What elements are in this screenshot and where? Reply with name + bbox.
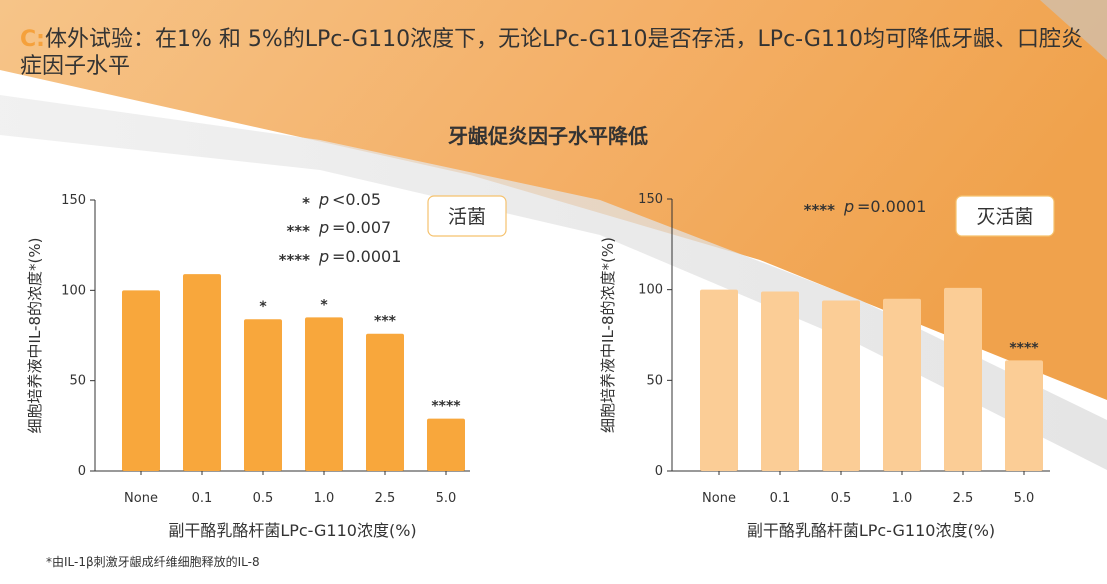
significance-label: **** [431,399,461,415]
x-tick-label: None [702,491,736,506]
y-tick-label: 100 [61,283,86,298]
chart-title: 牙龈促炎因子水平降低 [448,124,648,148]
significance-label: **** [1009,340,1039,356]
legend-value: =0.0001 [332,247,401,266]
y-axis-label: 细胞培养液中IL-8的浓度*(%) [26,238,44,434]
badge-label: 活菌 [448,206,486,228]
legend-value: <0.05 [332,190,381,209]
bar [122,290,160,471]
x-tick-label: 2.5 [375,491,396,506]
legend-value: =0.007 [332,218,391,237]
x-axis-label: 副干酪乳酪杆菌LPc-G110浓度(%) [747,521,995,540]
badge-box [427,195,507,237]
bar [244,319,282,471]
bar [183,274,221,471]
legend-stars: **** [804,201,836,219]
bar [822,300,860,471]
legend-stars: *** [286,222,310,240]
legend-p-symbol: p [318,190,329,209]
legend-p-symbol: p [843,197,854,216]
headline-prefix: C: [20,27,45,52]
badge-label: 灭活菌 [976,206,1033,228]
x-tick-label: 0.5 [253,491,274,506]
x-tick-label: None [124,491,158,506]
x-tick-label: 0.5 [831,491,852,506]
y-tick-label: 150 [638,192,663,207]
headline-text: 体外试验：在1% 和 5%的LPc-G110浓度下，无论LPc-G110是否存活… [20,27,1083,79]
bar [944,287,982,471]
y-tick-label: 100 [638,283,663,298]
bar [305,317,343,471]
significance-label: *** [374,314,397,330]
bar [883,298,921,471]
y-tick-label: 0 [78,464,86,479]
legend-value: =0.0001 [857,197,926,216]
x-tick-label: 1.0 [314,491,335,506]
x-tick-label: 5.0 [436,491,457,506]
bar [700,289,738,471]
bar [761,291,799,471]
chart-killed-bacteria: 0 50 100 150 None 0.1 0.5 1.0 2.5 5.0 **** 细胞培养液中IL… [599,192,1055,540]
bar [1005,360,1043,471]
grey-wave [0,95,1107,470]
significance-label: * [320,297,328,313]
y-tick-label: 0 [655,464,663,479]
legend-stars: * [302,194,310,212]
legend-p-symbol: p [318,247,329,266]
x-axis-label: 副干酪乳酪杆菌LPc-G110浓度(%) [168,521,416,540]
legend-stars: **** [279,251,311,269]
x-tick-label: 1.0 [892,491,913,506]
y-axis-label: 细胞培养液中IL-8的浓度*(%) [599,237,617,433]
badge-box [955,195,1055,237]
corner-shade [1040,0,1107,60]
x-tick-label: 0.1 [192,491,213,506]
bar [366,333,404,471]
orange-wave [0,0,1107,400]
headline: C:体外试验：在1% 和 5%的LPc-G110浓度下，无论LPc-G110是否… [20,26,1095,80]
x-tick-label: 5.0 [1014,491,1035,506]
x-tick-label: 2.5 [953,491,974,506]
legend-p-symbol: p [318,218,329,237]
bar [427,418,465,471]
significance-label: * [259,299,267,315]
x-tick-label: 0.1 [770,491,791,506]
y-tick-label: 50 [69,374,86,389]
y-tick-label: 150 [61,193,86,208]
footnote: *由IL-1β刺激牙龈成纤维细胞释放的IL-8 [46,555,260,569]
y-tick-label: 50 [646,373,663,388]
